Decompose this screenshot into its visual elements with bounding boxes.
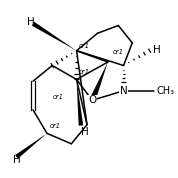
Text: or1: or1 bbox=[79, 43, 90, 49]
Text: N: N bbox=[120, 86, 127, 96]
Text: O: O bbox=[88, 95, 96, 105]
Text: H: H bbox=[27, 17, 35, 27]
Polygon shape bbox=[15, 133, 47, 159]
Text: H: H bbox=[13, 155, 20, 165]
Text: or1: or1 bbox=[112, 49, 123, 56]
Text: H: H bbox=[80, 127, 88, 137]
Polygon shape bbox=[32, 22, 77, 51]
Text: CH₃: CH₃ bbox=[157, 86, 175, 96]
Text: H: H bbox=[153, 45, 161, 55]
Text: or1: or1 bbox=[53, 94, 64, 100]
Text: or1: or1 bbox=[79, 69, 90, 75]
Text: or1: or1 bbox=[50, 122, 61, 129]
Polygon shape bbox=[77, 79, 83, 126]
Polygon shape bbox=[89, 62, 108, 101]
